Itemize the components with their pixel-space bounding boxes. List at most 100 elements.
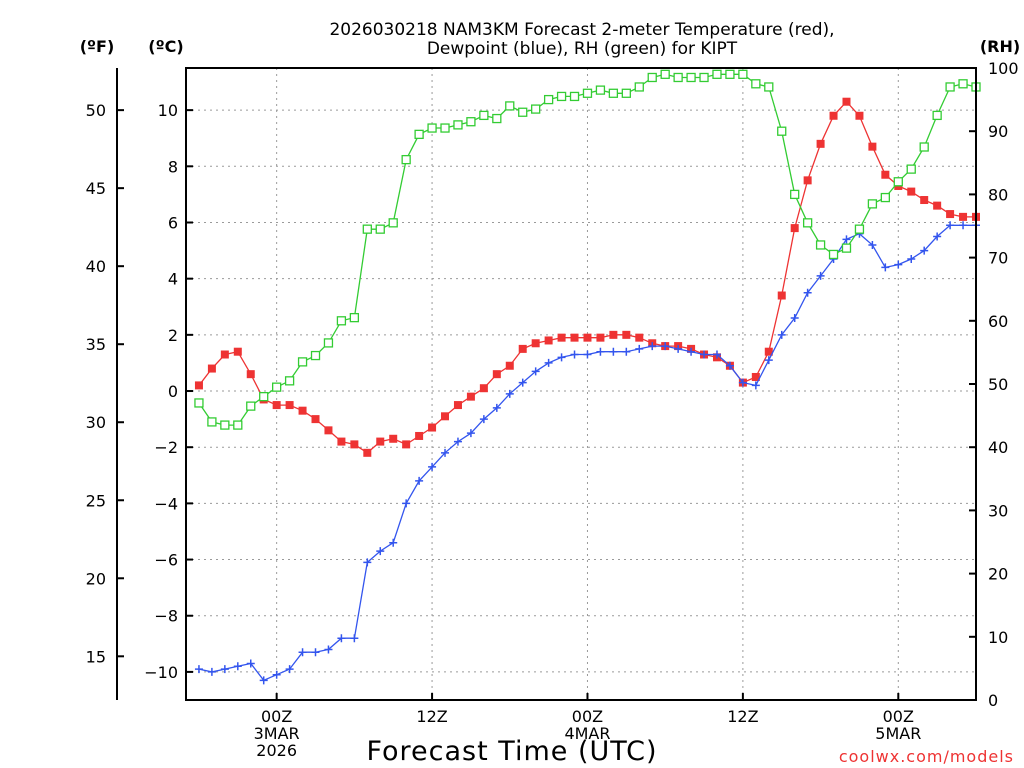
rh-point	[375, 224, 385, 234]
dewpoint-point	[259, 676, 268, 685]
rh-point	[595, 85, 606, 95]
dewpoint-point	[518, 378, 527, 387]
dewpoint-point	[920, 246, 929, 255]
rh-point	[543, 94, 554, 105]
dewpoint-point	[609, 347, 618, 356]
dewpoint-point	[933, 232, 942, 241]
fahrenheit-tick-label: 15	[86, 647, 106, 666]
dewpoint-point	[298, 648, 307, 657]
rh-point	[751, 79, 761, 89]
rh-point	[725, 69, 735, 79]
temperature-point	[790, 224, 799, 233]
dewpoint-point	[881, 263, 890, 272]
rh-point	[531, 104, 541, 114]
dewpoint-point	[661, 342, 670, 351]
rh-point	[647, 72, 657, 83]
title-line-2: Dewpoint (blue), RH (green) for KIPT	[427, 39, 738, 59]
celsius-axis: −10 −8 −6 −4 −2 0 2 4 6 8 10	[144, 101, 193, 682]
temperature-point	[583, 333, 592, 342]
dewpoint-point	[376, 547, 385, 556]
temperature-point	[350, 440, 359, 449]
x-tick-label: 4MAR	[564, 724, 610, 743]
rh-point	[569, 91, 580, 102]
rh-point	[505, 101, 515, 111]
fahrenheit-tick-label: 45	[86, 179, 106, 198]
temperature-point	[479, 384, 488, 393]
dewpoint-point	[285, 665, 294, 674]
rh-point	[556, 91, 567, 102]
temperature-point	[505, 361, 514, 370]
fahrenheit-tick-label: 20	[86, 569, 106, 588]
fahrenheit-tick-label: 35	[86, 335, 106, 354]
temperature-point	[803, 176, 812, 185]
dewpoint-point	[311, 648, 320, 657]
dewpoint-point	[751, 381, 760, 390]
dewpoint-point	[570, 350, 579, 359]
temperature-point	[415, 431, 424, 440]
rh-point	[893, 177, 903, 187]
temperature-point	[466, 392, 475, 401]
dewpoint-point	[466, 429, 475, 438]
dewpoint-point	[674, 344, 683, 353]
temperature-point	[764, 347, 773, 356]
rh-point	[906, 164, 916, 174]
temperature-point	[285, 401, 294, 410]
temperature-point	[518, 344, 527, 353]
rh-point	[233, 420, 243, 430]
rh-tick-label: 30	[988, 501, 1008, 520]
rh-point	[310, 350, 321, 361]
rh-point	[323, 338, 334, 348]
rh-tick-label: 60	[988, 312, 1008, 331]
dewpoint-point	[816, 271, 825, 280]
rh-tick-label: 70	[988, 249, 1008, 268]
dewpoint-point	[725, 361, 734, 370]
rh-point	[582, 88, 593, 98]
celsius-tick-label: −8	[154, 607, 178, 626]
rh-point	[336, 316, 347, 326]
celsius-tick-label: 4	[168, 270, 178, 289]
temperature-point	[428, 423, 437, 432]
rh-point	[958, 79, 968, 89]
temperature-point	[609, 330, 618, 339]
dewpoint-point	[596, 347, 605, 356]
temperature-point	[570, 333, 579, 342]
fahrenheit-tick-label: 40	[86, 257, 106, 276]
temperature-point	[311, 415, 320, 424]
dewpoint-point	[959, 221, 968, 230]
title-line-1: 2026030218 NAM3KM Forecast 2-meter Tempe…	[329, 20, 834, 40]
dewpoint-point	[946, 221, 955, 230]
temperature-point	[816, 139, 825, 148]
rh-point	[880, 192, 890, 203]
dewpoint-point	[220, 665, 229, 674]
rh-point	[246, 401, 256, 411]
dewpoint-point	[324, 645, 333, 654]
rh-point	[802, 218, 813, 228]
temperature-point	[635, 333, 644, 342]
dewpoint-point	[415, 476, 424, 485]
rh-tick-label: 90	[988, 122, 1008, 141]
dewpoint-point	[505, 389, 514, 398]
temperature-line	[198, 100, 976, 454]
dewpoint-point	[687, 347, 696, 356]
temperature-point	[842, 97, 851, 106]
celsius-tick-label: 6	[168, 213, 178, 232]
x-tick-label: 00Z	[883, 707, 914, 726]
dewpoint-point	[544, 358, 553, 367]
temperature-point	[933, 201, 942, 210]
dewpoint-point	[712, 350, 721, 359]
dewpoint-point	[622, 347, 631, 356]
rh-point	[686, 72, 696, 83]
celsius-tick-label: −6	[154, 551, 178, 570]
dewpoint-point	[842, 235, 851, 244]
rh-point	[790, 189, 800, 200]
rh-axis: 0 10 20 30 40 50 60 70 80 90 100	[969, 59, 1019, 710]
dewpoint-point	[479, 415, 488, 424]
rh-point	[427, 123, 437, 133]
rh-point	[608, 88, 619, 98]
rh-point	[272, 382, 282, 392]
rh-point	[712, 69, 722, 79]
dewpoint-point	[207, 667, 216, 676]
dewpoint-point	[635, 344, 644, 353]
rh-tick-label: 50	[988, 375, 1008, 394]
